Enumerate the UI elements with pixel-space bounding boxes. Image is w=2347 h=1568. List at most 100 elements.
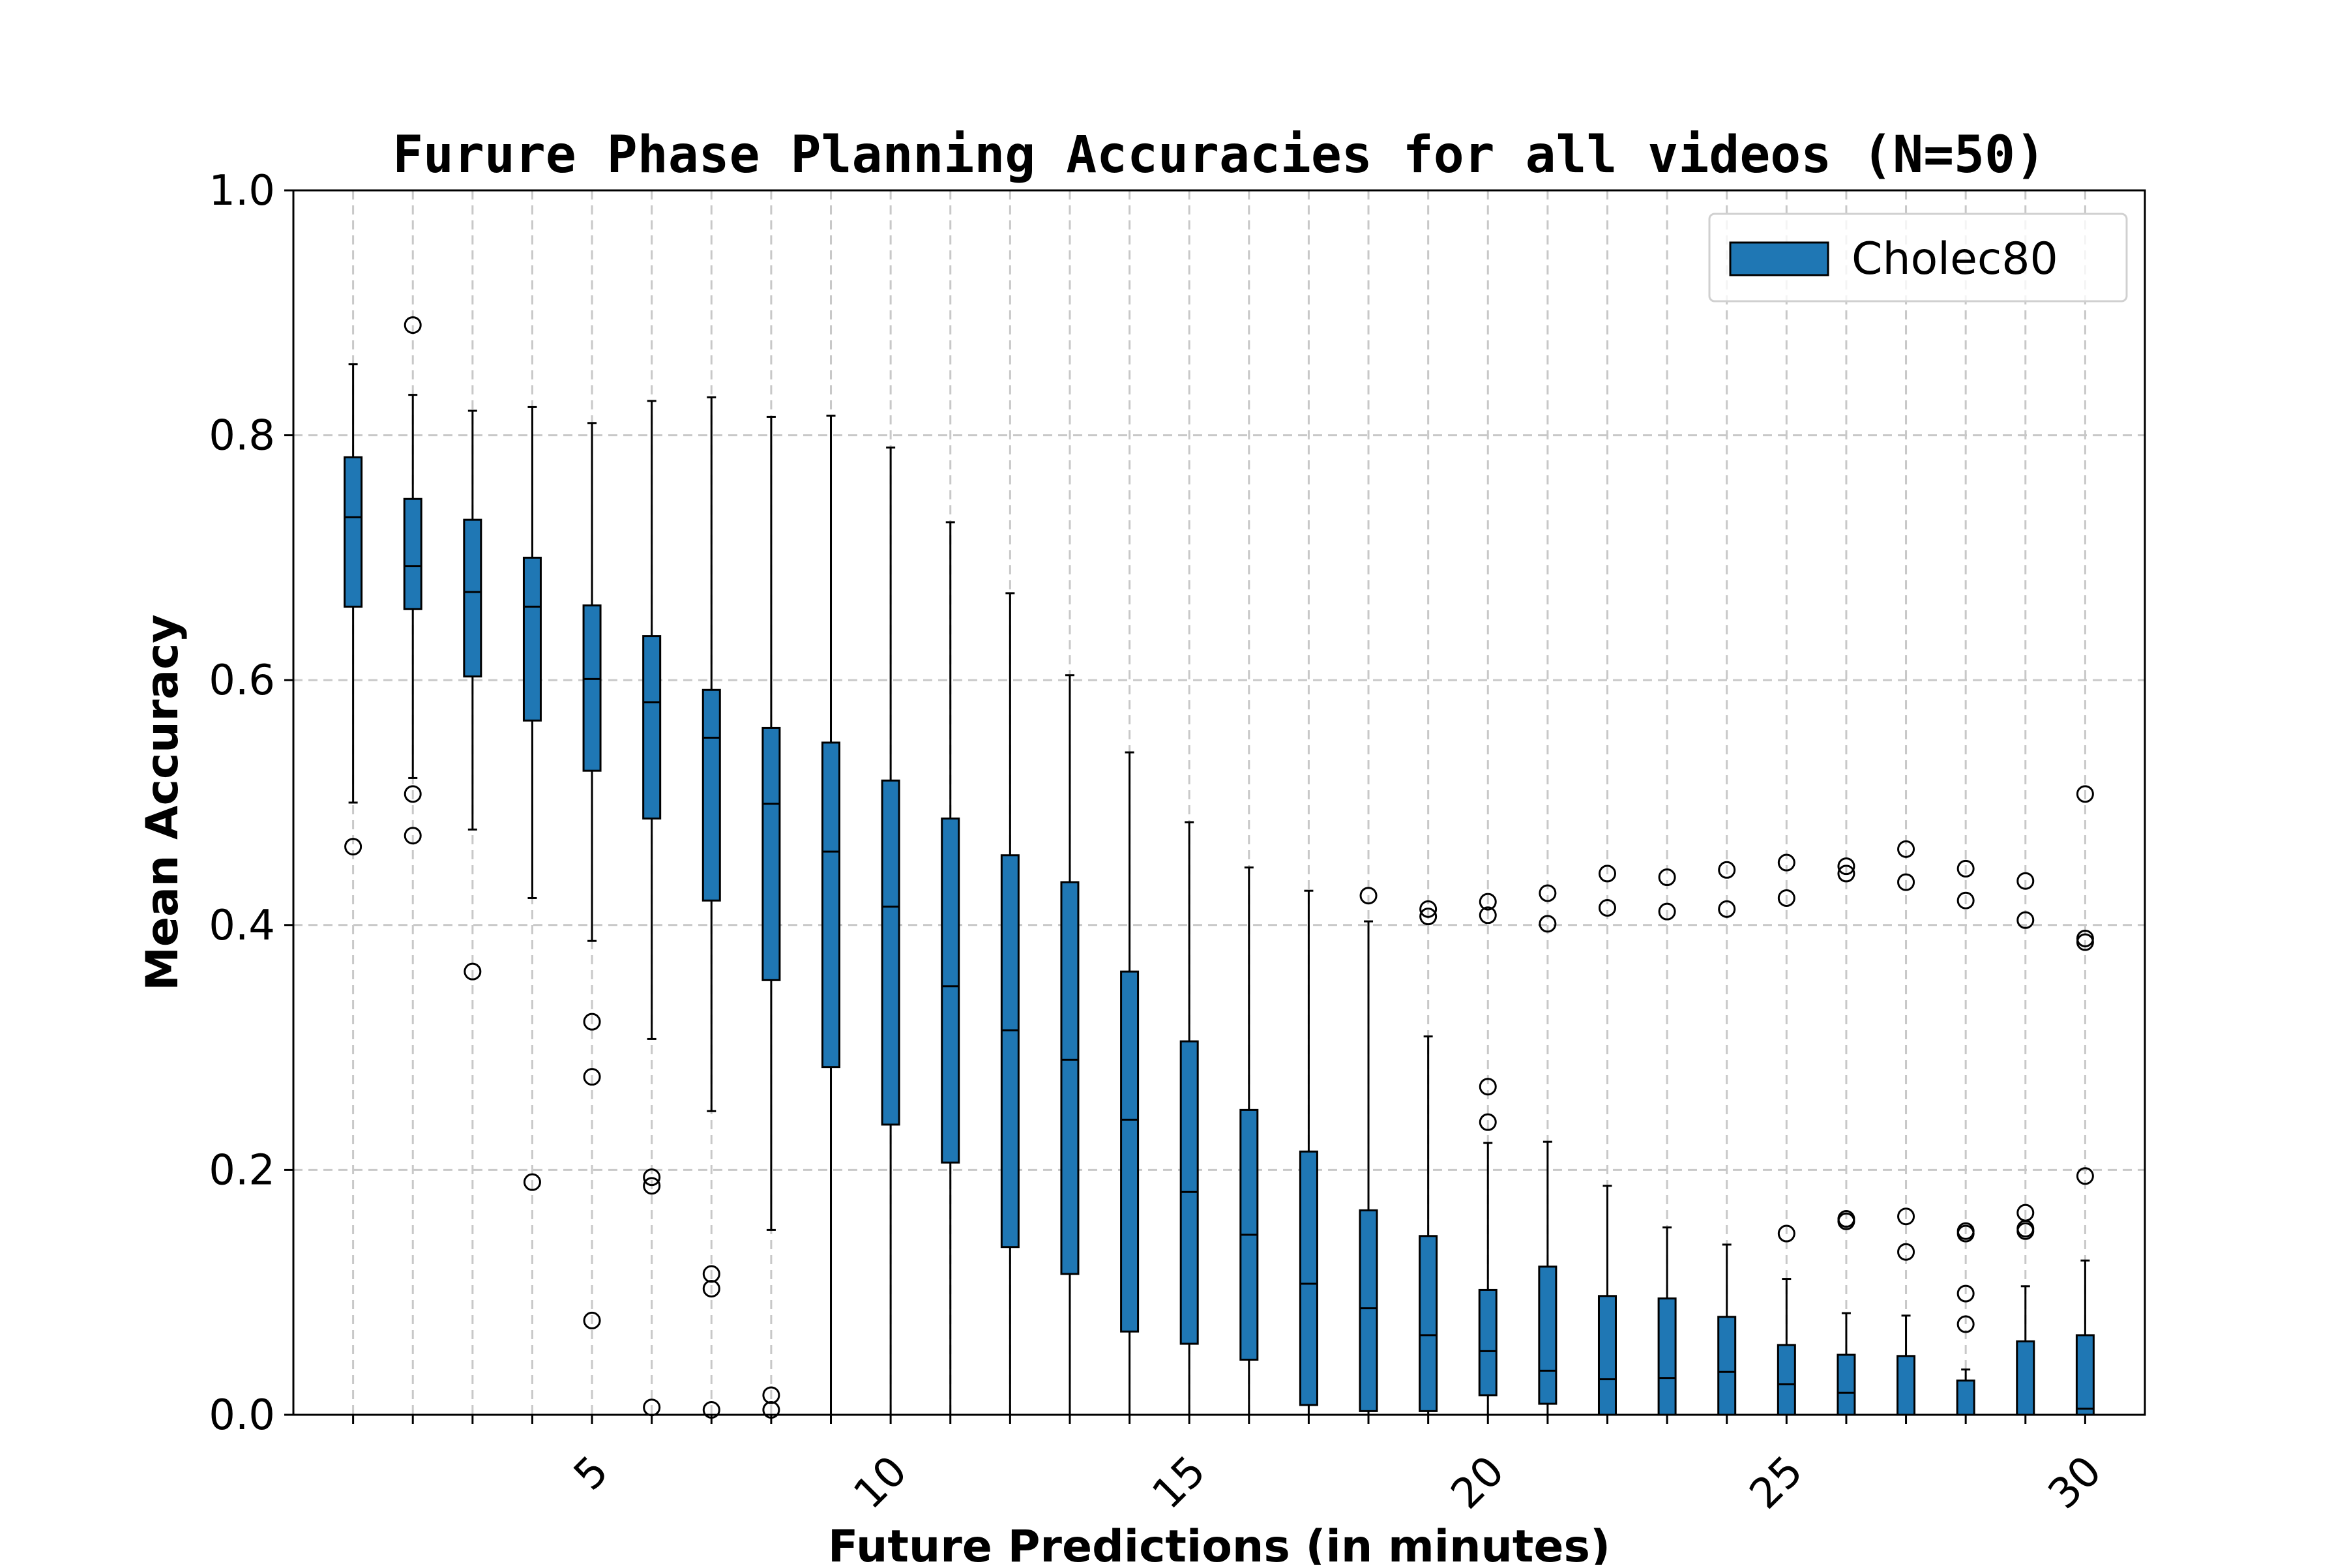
box-body <box>463 518 482 678</box>
y-tick-label: 0.2 <box>209 1146 275 1194</box>
box-body <box>1478 1288 1498 1397</box>
outlier-point <box>1718 900 1736 918</box>
outlier-point <box>1539 915 1557 933</box>
outlier-point <box>2076 785 2094 803</box>
outlier-point <box>1956 1224 1975 1243</box>
box-body <box>1837 1354 1856 1416</box>
outlier-point <box>1956 1284 1975 1303</box>
box-20 <box>1478 893 1498 1416</box>
box-body <box>1597 1295 1617 1416</box>
box-24 <box>1717 861 1737 1416</box>
outlier-point <box>523 1173 541 1191</box>
outlier-point <box>2016 1222 2035 1240</box>
outlier-point <box>1837 865 1855 883</box>
outlier-point <box>1598 899 1616 917</box>
box-body <box>701 688 721 902</box>
box-10 <box>881 446 900 1416</box>
y-tick-label: 0.8 <box>209 412 275 460</box>
box-body <box>1359 1209 1378 1412</box>
box-body <box>881 779 900 1126</box>
outlier-point <box>1956 859 1975 878</box>
box-1 <box>344 363 363 856</box>
box-body <box>1060 881 1080 1275</box>
box-body <box>761 726 781 981</box>
box-2 <box>403 316 422 845</box>
outlier-point <box>1658 902 1676 921</box>
outlier-point <box>1479 906 1497 925</box>
chart-title: Furure Phase Planning Accuracies for all… <box>392 126 2046 185</box>
box-body <box>1000 854 1020 1249</box>
legend-label-cholec80: Cholec80 <box>1852 233 2058 285</box>
outlier-point <box>1777 1224 1795 1243</box>
outlier-point <box>1897 1243 1915 1261</box>
outlier-point <box>1956 891 1975 910</box>
box-25 <box>1777 853 1796 1416</box>
outlier-point <box>404 785 422 803</box>
box-body <box>1717 1316 1737 1416</box>
outlier-point <box>1419 908 1438 926</box>
legend-frame <box>1708 213 2128 303</box>
y-tick-label: 1.0 <box>209 167 275 215</box>
outlier-point <box>1658 868 1676 887</box>
box-body <box>2016 1340 2035 1416</box>
box-body <box>522 556 542 722</box>
outlier-point <box>404 316 422 334</box>
outlier-point <box>1837 1212 1855 1230</box>
box-3 <box>463 409 482 981</box>
box-4 <box>522 406 542 1191</box>
outlier-point <box>2016 911 2035 929</box>
box-14 <box>1120 751 1140 1416</box>
outlier-point <box>583 1068 601 1086</box>
outlier-point <box>702 1280 720 1298</box>
box-body <box>403 497 422 610</box>
outlier-point <box>404 827 422 845</box>
outlier-point <box>1479 893 1497 911</box>
box-13 <box>1060 674 1080 1416</box>
outlier-point <box>2076 933 2094 951</box>
box-body <box>1120 970 1140 1333</box>
outlier-point <box>583 1013 601 1031</box>
outlier-point <box>1718 861 1736 879</box>
box-22 <box>1597 865 1617 1416</box>
box-body <box>1956 1379 1975 1416</box>
outlier-point <box>2076 1167 2094 1185</box>
box-8 <box>761 415 781 1419</box>
box-body <box>1657 1297 1677 1416</box>
outlier-point <box>2016 872 2035 890</box>
outlier-point <box>1359 887 1378 905</box>
box-16 <box>1239 866 1259 1416</box>
legend: Cholec80 <box>1708 213 2128 303</box>
box-body <box>1777 1344 1796 1416</box>
box-body <box>2075 1334 2095 1416</box>
outlier-point <box>643 1168 661 1187</box>
box-9 <box>821 415 841 1416</box>
box-body <box>1897 1355 1916 1416</box>
plot-frame <box>292 189 2146 1416</box>
box-6 <box>642 400 662 1417</box>
box-23 <box>1657 868 1677 1416</box>
box-body <box>821 741 841 1069</box>
outlier-point <box>1479 1078 1497 1096</box>
box-body <box>1538 1265 1557 1405</box>
y-tick-label: 0.0 <box>209 1391 275 1440</box>
box-19 <box>1419 900 1438 1416</box>
outlier-point <box>643 1177 661 1195</box>
outlier-point <box>1956 1315 1975 1333</box>
box-body <box>582 604 602 772</box>
outlier-point <box>1897 840 1915 858</box>
box-12 <box>1000 592 1020 1416</box>
box-5 <box>582 422 602 1329</box>
box-15 <box>1179 821 1199 1416</box>
box-17 <box>1299 889 1318 1416</box>
outlier-point <box>464 962 482 981</box>
box-26 <box>1837 857 1856 1416</box>
y-tick-label: 0.6 <box>209 657 275 705</box>
outlier-point <box>1479 1113 1497 1131</box>
outlier-point <box>583 1311 601 1329</box>
x-axis-label: Future Predictions (in minutes) <box>828 1521 1610 1565</box>
box-body <box>642 635 662 820</box>
box-18 <box>1359 887 1378 1416</box>
y-tick-label: 0.4 <box>209 902 275 950</box>
